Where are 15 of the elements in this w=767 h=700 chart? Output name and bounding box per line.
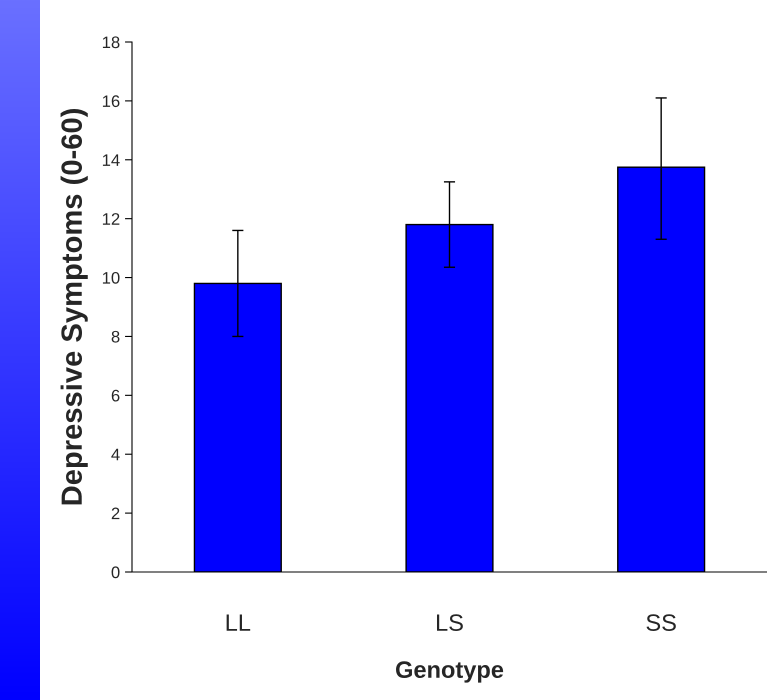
y-tick-label: 8 xyxy=(112,330,120,343)
x-axis-title: Genotype xyxy=(396,661,504,683)
y-axis-title: Depressive Symptoms (0-60) xyxy=(60,109,88,504)
y-tick-label: 10 xyxy=(102,272,120,284)
y-tick-label: 4 xyxy=(111,448,120,460)
x-tick-label: SS xyxy=(646,614,676,632)
y-tick-label: 18 xyxy=(102,36,120,48)
x-tick-label: LL xyxy=(226,614,250,631)
y-tick-label: 2 xyxy=(112,508,120,520)
y-tick-label: 16 xyxy=(102,95,120,108)
y-tick-label: 6 xyxy=(112,390,120,402)
x-tick-label: LS xyxy=(436,614,463,632)
y-tick-label: 14 xyxy=(102,154,120,166)
y-tick-label: 0 xyxy=(112,566,120,578)
y-tick-label: 12 xyxy=(102,213,120,225)
